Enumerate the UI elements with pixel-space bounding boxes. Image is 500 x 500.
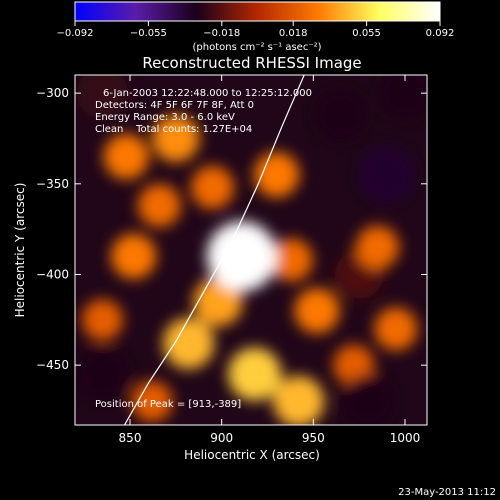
annotation-clean: Clean Total counts: 1.27E+04 (95, 124, 252, 135)
annotation-detectors: Detectors: 4F 5F 6F 7F 8F, Att 0 (95, 100, 254, 111)
negative-residual (377, 75, 427, 121)
emission-source (81, 299, 124, 341)
colorbar-tick-label: 0.092 (426, 28, 455, 39)
colorbar-tick-label: −0.055 (130, 28, 167, 39)
colorbar-tick-label: 0.055 (352, 28, 381, 39)
heatmap-image (75, 75, 427, 425)
x-tick-label: 900 (210, 431, 233, 445)
emission-source (163, 317, 215, 369)
annotation-time: 6-Jan-2003 12:22:48.000 to 12:25:12.000 (103, 88, 312, 99)
x-tick-label: 1000 (390, 431, 421, 445)
colorbar-unit-label: (photons cm⁻² s⁻¹ asec⁻²) (192, 42, 321, 53)
y-tick-label: −300 (36, 86, 69, 100)
colorbar-tick-label: 0.018 (279, 28, 308, 39)
y-tick-label: −350 (36, 177, 69, 191)
annotation-peak: Position of Peak = [913,-389] (95, 399, 241, 410)
chart-title: Reconstructed RHESSI Image (142, 54, 361, 72)
emission-source (190, 165, 235, 209)
emission-source (374, 307, 418, 351)
emission-source (111, 233, 157, 279)
colorbar-ticks: −0.092 −0.055 −0.018 0.018 0.055 0.092 (56, 21, 454, 39)
colorbar-tick-label: −0.092 (56, 28, 93, 39)
axis-ticks: 850 900 950 1000 −300 −350 −400 −450 (36, 75, 427, 445)
emission-source (355, 225, 400, 269)
x-tick-label: 950 (302, 431, 325, 445)
colorbar (74, 1, 441, 22)
negative-residual (76, 75, 129, 119)
y-tick-label: −450 (36, 358, 69, 372)
emission-source (103, 134, 149, 180)
emission-source (294, 288, 340, 334)
emission-source (228, 347, 282, 401)
negative-residual (313, 87, 368, 143)
negative-residual (75, 347, 130, 402)
y-tick-label: −400 (36, 267, 69, 281)
negative-residual (341, 374, 396, 425)
x-tick-label: 850 (119, 431, 142, 445)
plot-area (75, 75, 427, 425)
colorbar-tick-label: −0.018 (203, 28, 240, 39)
emission-source (269, 238, 313, 282)
emission-source (131, 380, 173, 422)
emission-source (273, 375, 325, 425)
solar-limb-curve (123, 75, 305, 425)
plot-frame (74, 74, 428, 426)
y-axis-label: Heliocentric Y (arcsec) (13, 183, 27, 318)
negative-residual (358, 146, 416, 204)
x-axis-label: Heliocentric X (arcsec) (184, 448, 320, 462)
annotation-energy: Energy Range: 3.0 - 6.0 keV (95, 112, 235, 123)
emission-source (254, 152, 300, 198)
emission-source (152, 114, 200, 163)
footer-timestamp: 23-May-2013 11:12 (398, 487, 496, 498)
emission-source (137, 184, 181, 228)
peak-core (223, 238, 261, 275)
